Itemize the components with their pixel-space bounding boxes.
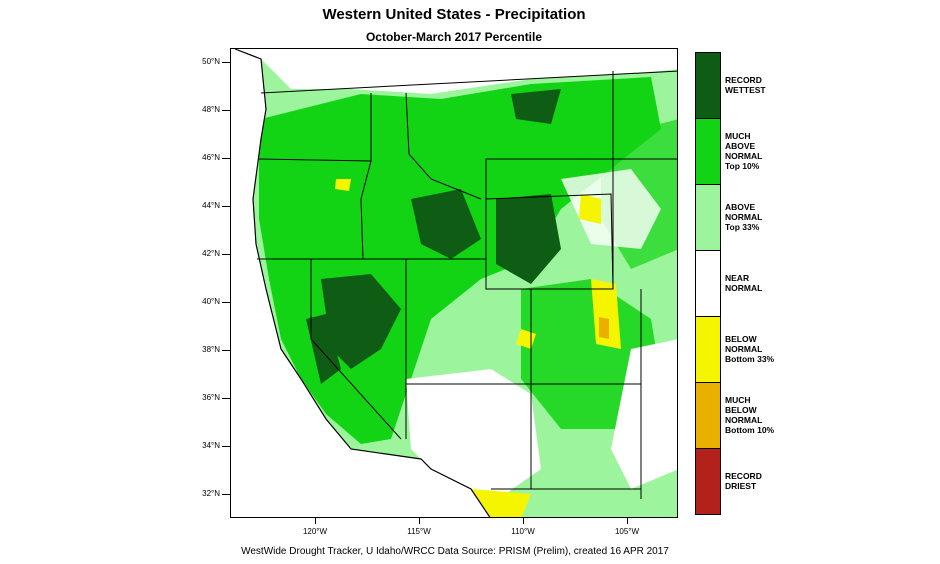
lat-tick [222,62,230,63]
below-normal-wyoming [579,194,601,224]
lat-label: 40°N [202,297,220,306]
lat-tick [222,158,230,159]
legend-item-below-normal: BELOW NORMAL Bottom 33% [695,316,866,382]
legend-label: MUCH BELOW NORMAL Bottom 10% [725,395,775,435]
record-wettest-nevada [321,274,401,369]
nv-ca-border [310,259,402,440]
lon-label: 105°W [614,527,640,536]
lat-tick [222,302,230,303]
lat-tick [222,110,230,111]
lat-tick [222,350,230,351]
lat-label: 34°N [202,441,220,450]
legend-label: BELOW NORMAL Bottom 33% [725,334,775,364]
state-boundaries [257,70,677,499]
record-wettest-montana [511,89,561,124]
map-subtitle: October-March 2017 Percentile [365,30,543,44]
legend-swatch [695,448,721,515]
canada-border [260,70,677,94]
below-normal-colorado [591,279,621,349]
lat-label: 46°N [202,153,220,162]
mt-id-border [405,92,482,200]
lon-label: 120°W [302,527,328,536]
legend-swatch [695,250,721,316]
or-wa-border [258,158,372,162]
lon-tick [419,518,420,524]
lon-label: 110°W [511,527,535,536]
map-title: Western United States - Precipitation [322,6,586,23]
legend-swatch [695,382,721,448]
legend-label: ABOVE NORMAL Top 33% [725,202,763,232]
lon-tick [523,518,524,524]
lon-label: 115°W [407,527,431,536]
below-normal-idaho [335,179,351,191]
lat-label: 50°N [202,57,220,66]
legend-swatch [695,118,721,184]
legend-label: RECORD DRIEST [725,471,762,491]
lat-tick [222,398,230,399]
legend-label: NEAR NORMAL [725,273,763,293]
source-footer: WestWide Drought Tracker, U Idaho/WRCC D… [241,546,669,557]
lon-tick [315,518,316,524]
lat-tick [222,494,230,495]
record-wettest-idaho [411,189,481,259]
id-west-border [360,93,372,260]
legend-swatch [695,184,721,250]
lat-tick [222,254,230,255]
lat-label: 38°N [202,345,220,354]
lon-tick [627,518,628,524]
legend-item-above-normal: ABOVE NORMAL Top 33% [695,184,866,250]
legend-swatch [695,316,721,382]
mt-wy-border [485,158,677,199]
ocean [231,49,490,517]
below-normal-arizona [471,489,531,517]
map-svg [231,49,677,517]
legend-item-much-above-normal: MUCH ABOVE NORMAL Top 10% [695,118,866,184]
coastline [234,49,491,517]
near-normal-southeast [611,339,677,489]
record-wettest-wyoming [496,194,561,284]
lat-tick [222,446,230,447]
precipitation-map [230,48,678,518]
lat-label: 44°N [202,201,220,210]
legend-item-near-normal: NEAR NORMAL [695,250,866,316]
lat-label: 36°N [202,393,220,402]
lat-label: 42°N [202,249,220,258]
near-normal-southwest [406,369,541,504]
legend-swatch [695,52,721,118]
legend-label: MUCH ABOVE NORMAL Top 10% [725,131,763,171]
legend: RECORD WETTEST MUCH ABOVE NORMAL Top 10% ABO… [695,52,866,515]
lat-label: 32°N [202,489,220,498]
lat-label: 48°N [202,105,220,114]
legend-item-much-below-normal: MUCH BELOW NORMAL Bottom 10% [695,382,866,448]
much-below-normal-colorado [599,317,609,339]
legend-item-record-wettest: RECORD WETTEST [695,52,866,118]
legend-item-record-driest: RECORD DRIEST [695,448,866,515]
lat-tick [222,206,230,207]
legend-label: RECORD WETTEST [725,75,766,95]
record-wettest-sierra [306,314,341,384]
